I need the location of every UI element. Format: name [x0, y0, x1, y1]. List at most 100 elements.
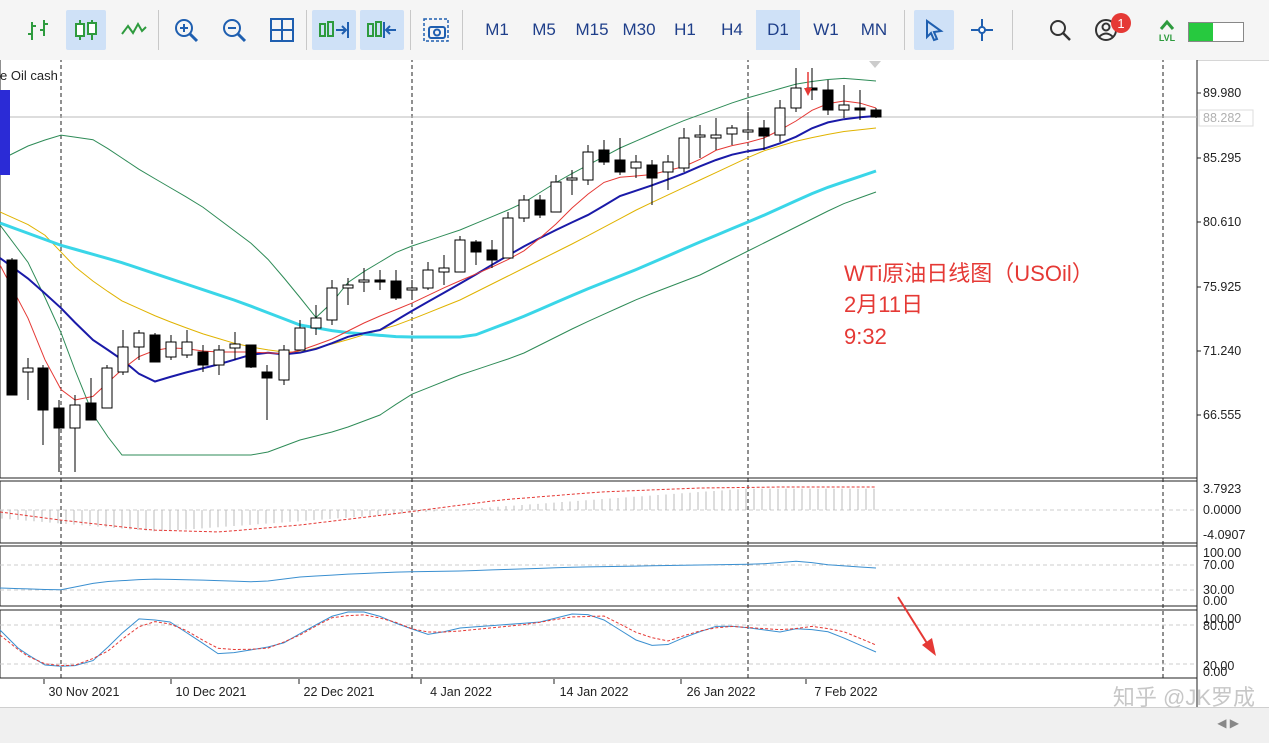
date-tick-label: 14 Jan 2022	[560, 685, 629, 699]
candle-body	[197, 351, 209, 366]
auto-scroll-icon[interactable]	[312, 10, 356, 50]
date-tick-label: 22 Dec 2021	[304, 685, 375, 699]
price-tick-label: 85.295	[1203, 151, 1241, 165]
candle-body	[662, 161, 674, 173]
annotation-time: 9:32	[844, 324, 887, 349]
chart-shift-marker	[869, 61, 881, 68]
candle-body	[438, 267, 450, 273]
candle-body	[229, 343, 241, 349]
candle-body	[854, 107, 866, 111]
rsi-line	[0, 560, 877, 591]
candle-body	[454, 239, 466, 273]
candle-body	[486, 249, 498, 261]
signal-bar-fill	[1189, 23, 1214, 41]
candle-body	[149, 334, 161, 363]
zoom-out-icon[interactable]	[214, 10, 254, 50]
candle-body	[101, 367, 113, 409]
candle-body	[726, 127, 738, 135]
moving-average-cyan-line	[0, 169, 877, 339]
macd-tick-label: 0.0000	[1203, 503, 1241, 517]
candle-body	[742, 129, 754, 133]
line-chart-icon[interactable]	[114, 10, 154, 50]
rsi-tick-label: 30.00	[1203, 583, 1234, 597]
candle-body	[550, 181, 562, 213]
price-tick-label: 66.555	[1203, 408, 1241, 422]
candle-body	[422, 269, 434, 289]
price-scale-bar	[0, 90, 10, 175]
watermark: 知乎 @JK罗成	[1112, 685, 1255, 710]
candle-body	[646, 164, 658, 179]
grid-icon[interactable]	[262, 10, 302, 50]
stochastic-pane	[0, 609, 1198, 679]
rsi-tick-label: 0.00	[1203, 594, 1227, 608]
candle-body	[694, 134, 706, 138]
candle-body	[822, 89, 834, 111]
candle-body	[213, 349, 225, 366]
cursor-icon[interactable]	[914, 10, 954, 50]
stochastic-tick-label: 0.00	[1203, 665, 1227, 679]
macd-tick-label: 3.7923	[1203, 482, 1241, 496]
candle-body	[390, 280, 402, 299]
candle-body	[245, 344, 257, 368]
toolbar-separator	[462, 10, 463, 50]
candle-body	[774, 107, 786, 136]
candle-body	[22, 367, 34, 373]
candle-body	[534, 199, 546, 216]
timeframe-w1[interactable]: W1	[813, 20, 839, 39]
crosshair-icon[interactable]	[962, 10, 1002, 50]
annotation-down-arrowhead	[804, 88, 812, 96]
candle-body	[374, 279, 386, 283]
signal-level-icon[interactable]: LVL	[1150, 10, 1184, 50]
candle-body	[870, 109, 882, 118]
stochastic-tick-label: 100.00	[1203, 612, 1241, 626]
timeframe-m1[interactable]: M1	[485, 20, 509, 39]
toolbar-separator	[1012, 10, 1013, 50]
candle-body	[6, 259, 18, 396]
macd-pane	[0, 480, 1198, 544]
stochastic-d-line	[0, 614, 877, 667]
annotation-diagonal-arrow	[897, 596, 931, 649]
candle-body	[278, 349, 290, 381]
timeframe-h1[interactable]: H1	[674, 20, 696, 39]
lvl-label: LVL	[1158, 33, 1176, 43]
candle-body	[326, 287, 338, 321]
candle-body	[678, 137, 690, 169]
bar-chart-icon[interactable]	[20, 10, 60, 50]
scroll-arrows-icon[interactable]: ◀ ▶	[1217, 716, 1239, 730]
macd-tick-label: -4.0907	[1203, 528, 1245, 542]
rsi-tick-label: 100.00	[1203, 546, 1241, 560]
current-price-box	[1198, 109, 1254, 127]
moving-average-yellow-line	[0, 127, 877, 353]
price-tick-label: 75.925	[1203, 280, 1241, 294]
candle-body	[53, 407, 65, 429]
candle-body	[838, 104, 850, 111]
candle-body	[181, 341, 193, 356]
screenshot-icon[interactable]	[416, 10, 456, 50]
rsi-pane	[0, 545, 1198, 607]
timeframe-m5[interactable]: M5	[532, 20, 556, 39]
candle-body	[406, 287, 418, 291]
search-icon[interactable]	[1040, 10, 1080, 50]
candle-body	[790, 87, 802, 109]
zoom-in-icon[interactable]	[166, 10, 206, 50]
stochastic-tick-label: 20.00	[1203, 659, 1234, 673]
price-tick-label: 89.980	[1203, 86, 1241, 100]
candle-body	[470, 241, 482, 253]
timeframe-mn[interactable]: MN	[860, 20, 888, 39]
signal-bar	[1188, 22, 1244, 42]
candle-body	[342, 284, 354, 289]
chart-shift-icon[interactable]	[360, 10, 404, 50]
annotation-title: WTi原油日线图（USOil）	[844, 261, 1094, 286]
candle-body	[598, 149, 610, 163]
timeframe-m30[interactable]: M30	[622, 20, 656, 39]
candle-body	[165, 341, 177, 358]
timeframe-m15[interactable]: M15	[575, 20, 609, 39]
chart-area[interactable]: 89.980 85.295 80.610 75.925 71.240 66.555 88.2…	[0, 60, 1269, 707]
timeframe-d1[interactable]: D1	[756, 10, 800, 50]
date-tick-label: 26 Jan 2022	[687, 685, 756, 699]
candlestick-chart-icon[interactable]	[66, 10, 106, 50]
candle-body	[261, 371, 273, 379]
toolbar-separator	[158, 10, 159, 50]
timeframe-h4[interactable]: H4	[721, 20, 743, 39]
stochastic-k-line	[0, 611, 877, 667]
